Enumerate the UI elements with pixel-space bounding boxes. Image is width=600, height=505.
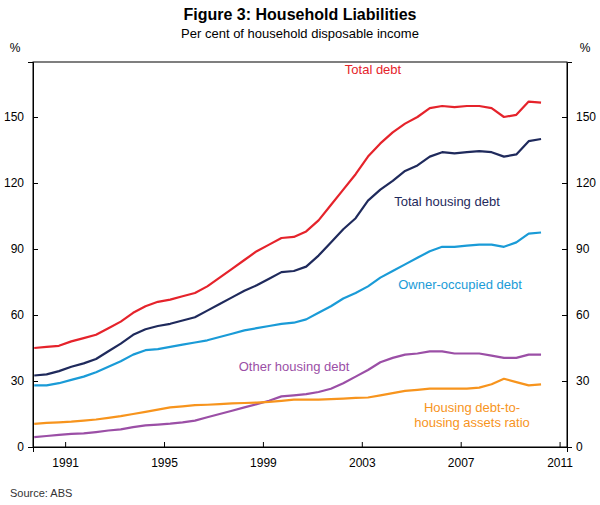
tick-label: 30: [576, 374, 590, 388]
tick-mark: [33, 249, 38, 250]
tick: 2003: [349, 442, 376, 470]
tick-label: 90: [576, 242, 590, 256]
tick-label: 2003: [349, 456, 376, 470]
y-axis: 0 30 60 90 120 150: [4, 63, 38, 455]
x-axis: 1991 1995 1999 2003 2007 2011: [34, 442, 574, 470]
tick-mark: [33, 315, 38, 316]
tick: 90: [11, 242, 38, 256]
tick-label: 2011: [547, 456, 573, 470]
tick-mark: [562, 249, 567, 250]
tick-mark: [263, 442, 264, 447]
tick-mark: [562, 315, 567, 316]
series-line: [34, 351, 541, 437]
plot-frame: [33, 62, 567, 447]
tick-mark: [33, 117, 38, 118]
series-label: Total housing debt: [394, 194, 500, 209]
tick-label: 150: [576, 110, 596, 124]
tick-label: 0: [576, 440, 583, 454]
axis-line: [34, 448, 568, 453]
tick-mark: [33, 381, 38, 382]
tick-label: 120: [4, 176, 24, 190]
subtitle: Per cent of household disposable income: [181, 26, 419, 41]
plot-area: [34, 102, 541, 438]
y-axis-right: 0 30 60 90 120 150: [562, 63, 596, 455]
tick-label: 0: [17, 440, 24, 454]
tick-label: 90: [11, 242, 25, 256]
series-label: Housing debt-to-housing assets ratio: [414, 400, 530, 430]
tick-mark: [461, 442, 462, 447]
tick-label: 1999: [250, 456, 277, 470]
tick: 60: [11, 308, 38, 322]
tick-label: 1991: [52, 456, 79, 470]
tick: 30: [562, 374, 590, 388]
tick-mark: [164, 442, 165, 447]
series-line: [34, 233, 541, 386]
series-label: Owner-occupied debt: [398, 277, 522, 292]
tick-label: 120: [576, 176, 596, 190]
axis-line: [568, 63, 573, 448]
tick: 120: [4, 176, 38, 190]
tick-label: 30: [11, 374, 25, 388]
tick-label: 150: [4, 110, 24, 124]
chart: Figure 3: Household Liabilities Per cent …: [0, 0, 600, 505]
tick: 30: [11, 374, 38, 388]
tick-label: 1995: [151, 456, 178, 470]
tick-label: 60: [576, 308, 590, 322]
source: Source: ABS: [10, 487, 72, 499]
tick: 90: [562, 242, 590, 256]
tick: 1999: [250, 442, 277, 470]
tick: 60: [562, 308, 590, 322]
title: Figure 3: Household Liabilities: [184, 6, 417, 23]
tick-mark: [562, 183, 567, 184]
tick: 150: [4, 110, 38, 124]
series-line: [34, 139, 541, 376]
tick-mark: [560, 442, 561, 447]
tick: 1995: [151, 442, 178, 470]
tick-mark: [562, 117, 567, 118]
tick: 1991: [52, 442, 79, 470]
tick-label: 60: [11, 308, 25, 322]
tick-mark: [562, 381, 567, 382]
tick: 2011: [547, 442, 573, 470]
series-line: [34, 102, 541, 348]
axis-unit: %: [580, 41, 591, 55]
tick-mark: [65, 442, 66, 447]
tick: 120: [562, 176, 596, 190]
tick-label: 2007: [448, 456, 475, 470]
tick: 150: [562, 110, 596, 124]
axis-unit: %: [10, 41, 21, 55]
axis-line: [28, 63, 34, 448]
series-label: Total debt: [345, 62, 402, 77]
tick-mark: [362, 442, 363, 447]
tick-mark: [33, 183, 38, 184]
tick: 2007: [448, 442, 475, 470]
series-label: Other housing debt: [239, 359, 350, 374]
